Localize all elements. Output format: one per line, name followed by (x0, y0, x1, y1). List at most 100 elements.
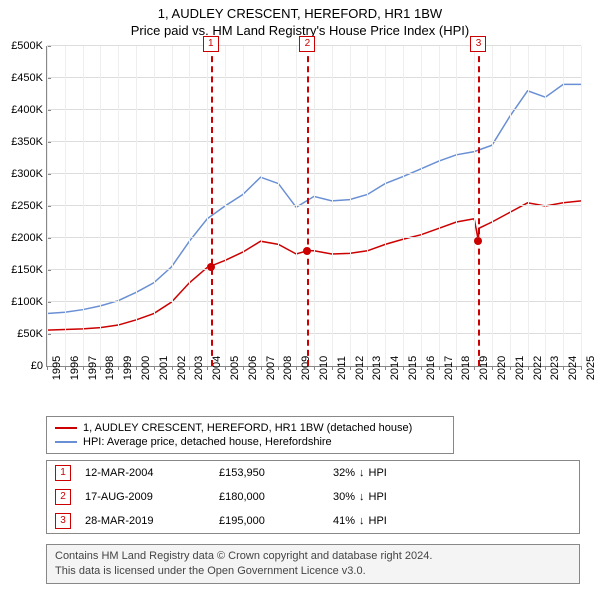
x-gridline (296, 46, 297, 366)
transaction-diff: 41% ↓ HPI (333, 515, 387, 527)
x-tick-label: 2025 (581, 356, 597, 380)
transaction-dot (207, 263, 215, 271)
x-tick-label: 2005 (225, 356, 241, 380)
transaction-date: 12-MAR-2004 (85, 467, 205, 479)
chart-area: £0£50K£100K£150K£200K£250K£300K£350K£400… (46, 46, 581, 367)
transaction-marker: 3 (470, 36, 486, 52)
x-gridline (172, 46, 173, 366)
x-gridline (261, 46, 262, 366)
x-gridline (136, 46, 137, 366)
x-gridline (314, 46, 315, 366)
x-tick-label: 2023 (545, 356, 561, 380)
x-tick-label: 2016 (421, 356, 437, 380)
x-tick-label: 2007 (261, 356, 277, 380)
x-tick-label: 1996 (65, 356, 81, 380)
title-block: 1, AUDLEY CRESCENT, HEREFORD, HR1 1BW Pr… (0, 0, 600, 40)
down-arrow-icon: ↓ (359, 515, 365, 527)
x-gridline (243, 46, 244, 366)
y-tick-label: £450K (11, 72, 47, 84)
x-tick-label: 2009 (296, 356, 312, 380)
x-tick-label: 2008 (278, 356, 294, 380)
x-gridline (154, 46, 155, 366)
transaction-index: 2 (55, 489, 71, 505)
x-tick-label: 2021 (510, 356, 526, 380)
x-tick-label: 2011 (332, 356, 348, 380)
transaction-row: 1 12-MAR-2004 £153,950 32%↓HPI (47, 461, 579, 485)
diff-vs-label: HPI (369, 491, 387, 503)
diff-pct: 32% (333, 467, 355, 479)
x-tick-label: 1997 (83, 356, 99, 380)
x-tick-label: 1995 (47, 356, 63, 380)
x-tick-label: 2006 (243, 356, 259, 380)
x-tick-label: 2000 (136, 356, 152, 380)
diff-pct: 30% (333, 491, 355, 503)
y-tick-label: £400K (11, 104, 47, 116)
footer-line-1: Contains HM Land Registry data © Crown c… (55, 549, 571, 564)
x-tick-label: 2001 (154, 356, 170, 380)
x-tick-label: 2013 (367, 356, 383, 380)
transaction-vline (307, 46, 309, 366)
title-line-1: 1, AUDLEY CRESCENT, HEREFORD, HR1 1BW (0, 6, 600, 23)
transaction-diff: 30% ↓ HPI (333, 491, 387, 503)
y-tick-label: £250K (11, 200, 47, 212)
transaction-vline (211, 46, 213, 366)
transaction-date: 17-AUG-2009 (85, 491, 205, 503)
y-tick-label: £100K (11, 296, 47, 308)
x-gridline (492, 46, 493, 366)
x-tick-label: 2015 (403, 356, 419, 380)
transaction-index: 1 (55, 465, 71, 481)
x-tick-label: 2022 (528, 356, 544, 380)
x-gridline (563, 46, 564, 366)
diff-pct: 41% (333, 515, 355, 527)
x-gridline (189, 46, 190, 366)
x-tick-label: 2014 (385, 356, 401, 380)
transaction-marker: 1 (203, 36, 219, 52)
x-gridline (100, 46, 101, 366)
transaction-dot (303, 247, 311, 255)
transaction-row: 328-MAR-2019£195,00041%↓HPI (47, 509, 579, 533)
transaction-diff: 32%↓HPI (333, 467, 387, 479)
x-gridline (118, 46, 119, 366)
x-gridline (385, 46, 386, 366)
x-gridline (528, 46, 529, 366)
x-tick-label: 2004 (207, 356, 223, 380)
x-tick-label: 2010 (314, 356, 330, 380)
legend-row-hpi: HPI: Average price, detached house, Here… (55, 435, 445, 449)
y-tick-label: £0 (31, 360, 47, 372)
x-gridline (545, 46, 546, 366)
x-tick-label: 2012 (350, 356, 366, 380)
y-tick-label: £200K (11, 232, 47, 244)
legend-label-property: 1, AUDLEY CRESCENT, HEREFORD, HR1 1BW (d… (83, 422, 412, 434)
x-tick-label: 2017 (439, 356, 455, 380)
transaction-dot (474, 237, 482, 245)
x-gridline (65, 46, 66, 366)
x-gridline (439, 46, 440, 366)
x-gridline (456, 46, 457, 366)
transaction-price: £195,000 (219, 515, 319, 527)
transaction-vline (478, 46, 480, 366)
legend-label-hpi: HPI: Average price, detached house, Here… (83, 436, 332, 448)
transaction-price: £153,950 (219, 467, 319, 479)
x-tick-label: 2019 (474, 356, 490, 380)
footer: Contains HM Land Registry data © Crown c… (46, 544, 580, 584)
diff-vs-label: HPI (369, 515, 387, 527)
transaction-row: 217-AUG-2009£180,00030%↓HPI (47, 485, 579, 509)
y-tick-label: £350K (11, 136, 47, 148)
page-root: 1, AUDLEY CRESCENT, HEREFORD, HR1 1BW Pr… (0, 0, 600, 590)
transaction-index: 3 (55, 513, 71, 529)
footer-line-2: This data is licensed under the Open Gov… (55, 564, 571, 579)
x-tick-label: 2018 (456, 356, 472, 380)
legend: 1, AUDLEY CRESCENT, HEREFORD, HR1 1BW (d… (46, 416, 454, 454)
down-arrow-icon: ↓ (359, 491, 365, 503)
x-gridline (474, 46, 475, 366)
x-gridline (581, 46, 582, 366)
x-gridline (225, 46, 226, 366)
y-tick-label: £500K (11, 40, 47, 52)
x-gridline (332, 46, 333, 366)
legend-swatch-property (55, 427, 77, 429)
x-gridline (510, 46, 511, 366)
transaction-marker: 2 (299, 36, 315, 52)
y-tick-label: £300K (11, 168, 47, 180)
x-tick-label: 2024 (563, 356, 579, 380)
x-gridline (403, 46, 404, 366)
